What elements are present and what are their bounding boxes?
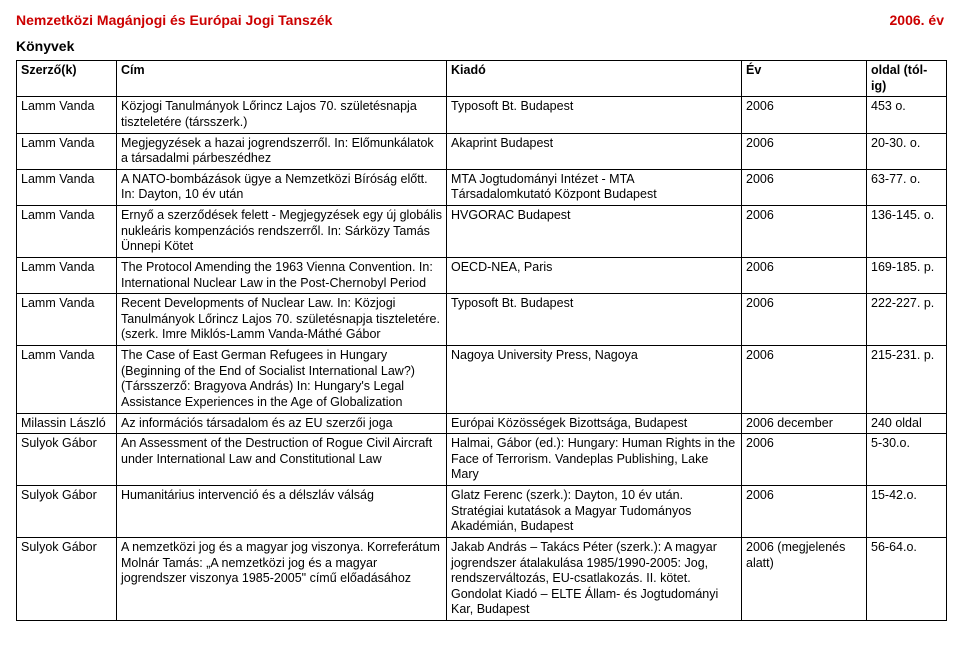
table-cell: Közjogi Tanulmányok Lőrincz Lajos 70. sz… xyxy=(117,97,447,133)
table-cell: 2006 xyxy=(742,206,867,258)
table-cell: 169-185. p. xyxy=(867,257,947,293)
table-cell: 2006 xyxy=(742,169,867,205)
table-cell: Az információs társadalom és az EU szerz… xyxy=(117,413,447,434)
table-row: Sulyok GáborHumanitárius intervenció és … xyxy=(17,486,947,538)
table-cell: The Protocol Amending the 1963 Vienna Co… xyxy=(117,257,447,293)
table-row: Lamm VandaA NATO-bombázások ügye a Nemze… xyxy=(17,169,947,205)
header-left: Nemzetközi Magánjogi és Európai Jogi Tan… xyxy=(16,12,332,28)
page-header: Nemzetközi Magánjogi és Európai Jogi Tan… xyxy=(16,12,944,28)
table-cell: 215-231. p. xyxy=(867,346,947,414)
table-cell: 2006 xyxy=(742,486,867,538)
header-right: 2006. év xyxy=(890,12,945,28)
table-cell: 2006 (megjelenés alatt) xyxy=(742,537,867,620)
table-cell: Humanitárius intervenció és a délszláv v… xyxy=(117,486,447,538)
table-cell: MTA Jogtudományi Intézet - MTA Társadalo… xyxy=(447,169,742,205)
table-row: Lamm VandaRecent Developments of Nuclear… xyxy=(17,294,947,346)
table-cell: 2006 xyxy=(742,257,867,293)
table-cell: 2006 december xyxy=(742,413,867,434)
table-header-row: Szerző(k) Cím Kiadó Év oldal (tól-ig) xyxy=(17,61,947,97)
table-cell: Lamm Vanda xyxy=(17,97,117,133)
table-cell: 20-30. o. xyxy=(867,133,947,169)
col-publisher: Kiadó xyxy=(447,61,742,97)
table-row: Lamm VandaMegjegyzések a hazai jogrendsz… xyxy=(17,133,947,169)
table-cell: 2006 xyxy=(742,97,867,133)
table-cell: Lamm Vanda xyxy=(17,169,117,205)
table-cell: Sulyok Gábor xyxy=(17,434,117,486)
table-cell: 222-227. p. xyxy=(867,294,947,346)
table-cell: Glatz Ferenc (szerk.): Dayton, 10 év utá… xyxy=(447,486,742,538)
table-cell: Milassin László xyxy=(17,413,117,434)
table-cell: Akaprint Budapest xyxy=(447,133,742,169)
table-cell: Lamm Vanda xyxy=(17,133,117,169)
table-cell: Lamm Vanda xyxy=(17,346,117,414)
table-cell: An Assessment of the Destruction of Rogu… xyxy=(117,434,447,486)
table-cell: 453 o. xyxy=(867,97,947,133)
table-cell: Lamm Vanda xyxy=(17,294,117,346)
table-cell: A NATO-bombázások ügye a Nemzetközi Bíró… xyxy=(117,169,447,205)
table-cell: The Case of East German Refugees in Hung… xyxy=(117,346,447,414)
table-cell: Jakab András – Takács Péter (szerk.): A … xyxy=(447,537,742,620)
table-cell: Halmai, Gábor (ed.): Hungary: Human Righ… xyxy=(447,434,742,486)
table-row: Lamm VandaKözjogi Tanulmányok Lőrincz La… xyxy=(17,97,947,133)
table-cell: 136-145. o. xyxy=(867,206,947,258)
table-row: Lamm VandaThe Case of East German Refuge… xyxy=(17,346,947,414)
table-cell: Nagoya University Press, Nagoya xyxy=(447,346,742,414)
col-author: Szerző(k) xyxy=(17,61,117,97)
table-cell: 2006 xyxy=(742,133,867,169)
col-year: Év xyxy=(742,61,867,97)
col-title: Cím xyxy=(117,61,447,97)
table-row: Lamm VandaErnyő a szerződések felett - M… xyxy=(17,206,947,258)
section-title: Könyvek xyxy=(16,38,944,54)
table-cell: 56-64.o. xyxy=(867,537,947,620)
table-row: Sulyok GáborAn Assessment of the Destruc… xyxy=(17,434,947,486)
table-cell: 2006 xyxy=(742,294,867,346)
table-cell: Megjegyzések a hazai jogrendszerről. In:… xyxy=(117,133,447,169)
table-row: Sulyok GáborA nemzetközi jog és a magyar… xyxy=(17,537,947,620)
table-row: Milassin LászlóAz információs társadalom… xyxy=(17,413,947,434)
table-cell: Európai Közösségek Bizottsága, Budapest xyxy=(447,413,742,434)
table-cell: Sulyok Gábor xyxy=(17,537,117,620)
table-cell: HVGORAC Budapest xyxy=(447,206,742,258)
table-cell: Lamm Vanda xyxy=(17,257,117,293)
table-cell: 2006 xyxy=(742,346,867,414)
table-cell: Typosoft Bt. Budapest xyxy=(447,97,742,133)
table-cell: Recent Developments of Nuclear Law. In: … xyxy=(117,294,447,346)
table-cell: Ernyő a szerződések felett - Megjegyzése… xyxy=(117,206,447,258)
table-cell: 240 oldal xyxy=(867,413,947,434)
table-cell: Typosoft Bt. Budapest xyxy=(447,294,742,346)
table-cell: 5-30.o. xyxy=(867,434,947,486)
table-cell: OECD-NEA, Paris xyxy=(447,257,742,293)
table-cell: Sulyok Gábor xyxy=(17,486,117,538)
table-cell: 2006 xyxy=(742,434,867,486)
table-cell: Lamm Vanda xyxy=(17,206,117,258)
table-row: Lamm VandaThe Protocol Amending the 1963… xyxy=(17,257,947,293)
table-cell: 63-77. o. xyxy=(867,169,947,205)
col-pages: oldal (tól-ig) xyxy=(867,61,947,97)
table-cell: A nemzetközi jog és a magyar jog viszony… xyxy=(117,537,447,620)
books-table: Szerző(k) Cím Kiadó Év oldal (tól-ig) La… xyxy=(16,60,947,621)
table-cell: 15-42.o. xyxy=(867,486,947,538)
